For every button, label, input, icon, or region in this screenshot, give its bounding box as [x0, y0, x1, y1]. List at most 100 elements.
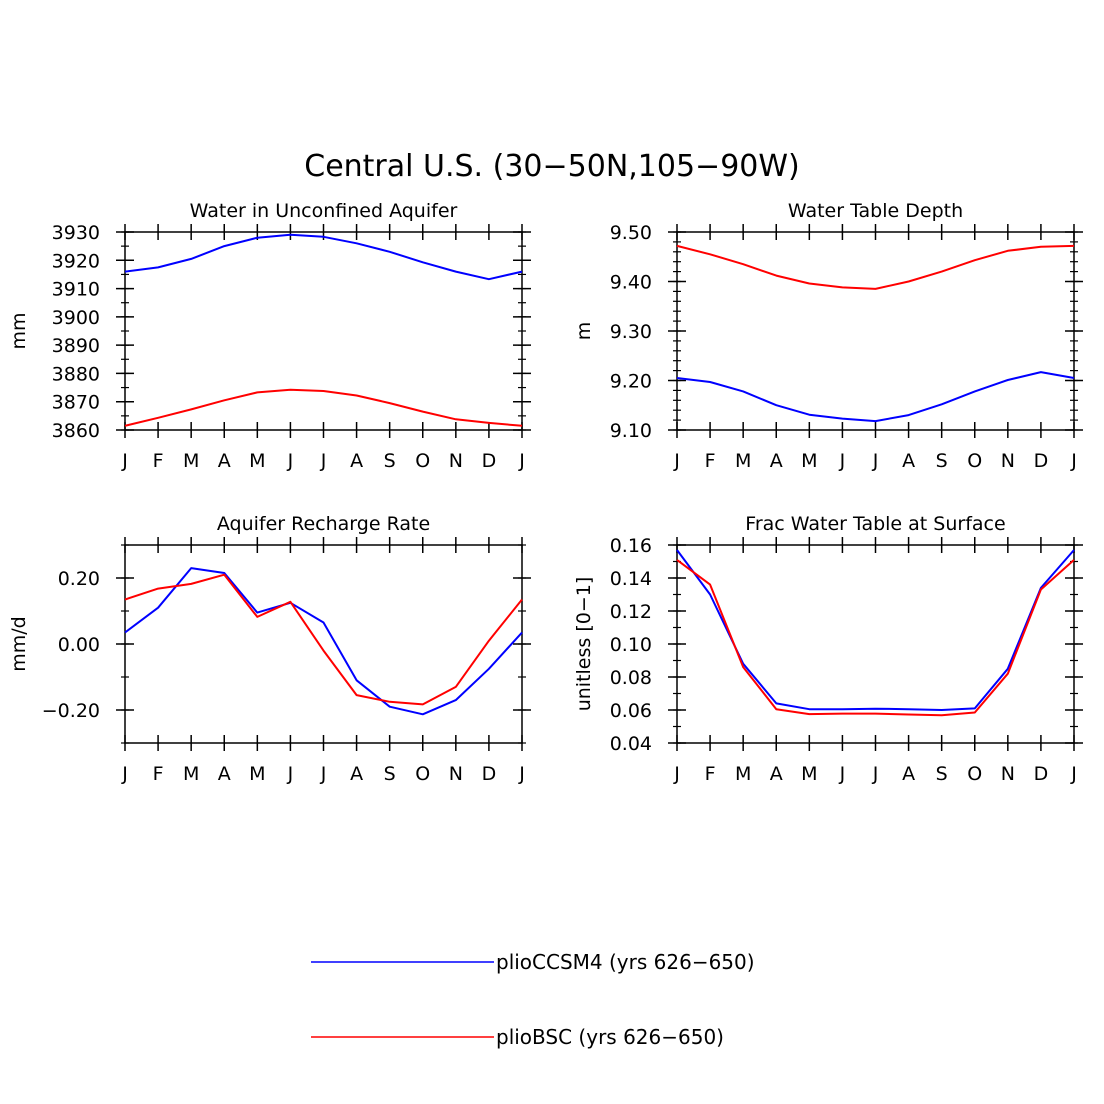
x-tick-label: N [1001, 763, 1015, 785]
x-tick-label: A [770, 450, 783, 472]
x-tick-label: S [936, 763, 948, 785]
x-tick-label: D [482, 763, 497, 785]
series-line-plioCCSM4 [676, 549, 1075, 711]
x-tick-label: F [705, 450, 716, 472]
y-tick-label: 3880 [52, 363, 100, 385]
panel-title: Frac Water Table at Surface [745, 513, 1005, 535]
y-axis-label: unitless [0−1] [573, 577, 595, 712]
x-tick-label: D [1034, 450, 1049, 472]
legend-label-plioBSC: plioBSC (yrs 626−650) [496, 1025, 724, 1049]
x-tick-label: M [183, 763, 199, 785]
y-tick-label: 0.14 [610, 568, 652, 590]
y-tick-label: 0.10 [610, 634, 652, 656]
y-tick-label: 0.12 [610, 601, 652, 623]
y-tick-label: 9.50 [610, 222, 652, 244]
x-tick-label: M [249, 450, 265, 472]
x-tick-label: D [1034, 763, 1049, 785]
y-tick-label: 9.10 [610, 420, 652, 442]
panel-title: Aquifer Recharge Rate [217, 513, 430, 535]
y-tick-label: 3910 [52, 279, 100, 301]
x-tick-label: J [673, 450, 680, 472]
y-tick-label: 3920 [52, 250, 100, 272]
x-tick-label: O [967, 450, 982, 472]
y-axis-label: mm/d [8, 616, 30, 671]
x-tick-label: J [121, 763, 128, 785]
legend: plioCCSM4 (yrs 626−650) plioBSC (yrs 626−… [311, 950, 755, 1049]
x-tick-label: A [218, 763, 231, 785]
series-line-plioCCSM4 [124, 567, 523, 716]
y-tick-label: 0.08 [610, 667, 652, 689]
series-line-plioBSC [124, 573, 523, 706]
series-line-plioCCSM4 [124, 233, 523, 281]
x-tick-label: N [1001, 450, 1015, 472]
x-tick-label: N [449, 450, 463, 472]
x-tick-label: S [936, 450, 948, 472]
panel-title: Water Table Depth [788, 200, 963, 222]
y-tick-label: 0.20 [58, 568, 100, 590]
y-tick-label: 0.04 [610, 733, 652, 755]
y-tick-label: 0.06 [610, 700, 652, 722]
x-tick-label: D [482, 450, 497, 472]
y-axis-label: m [573, 322, 595, 341]
y-tick-label: 0.16 [610, 535, 652, 557]
x-tick-label: M [249, 763, 265, 785]
y-axis-label: mm [8, 312, 30, 349]
x-tick-label: M [801, 763, 817, 785]
x-tick-label: A [218, 450, 231, 472]
x-tick-label: J [1070, 763, 1077, 785]
y-tick-label: 9.40 [610, 272, 652, 294]
panel-title: Water in Unconfined Aquifer [190, 200, 458, 222]
x-tick-label: J [518, 763, 525, 785]
y-tick-label: 3870 [52, 392, 100, 414]
x-tick-label: M [735, 450, 751, 472]
legend-label-plioCCSM4: plioCCSM4 (yrs 626−650) [496, 950, 755, 974]
series-line-plioCCSM4 [676, 371, 1075, 423]
x-tick-label: F [153, 763, 164, 785]
x-tick-label: M [183, 450, 199, 472]
y-tick-label: 3890 [52, 335, 100, 357]
x-tick-label: J [872, 450, 879, 472]
x-tick-label: F [705, 763, 716, 785]
y-tick-label: 0.00 [58, 634, 100, 656]
series-line-plioBSC [124, 388, 523, 427]
x-tick-label: J [287, 450, 294, 472]
x-tick-label: J [287, 763, 294, 785]
x-tick-label: J [121, 450, 128, 472]
x-tick-label: M [801, 450, 817, 472]
x-tick-label: J [872, 763, 879, 785]
series-line-plioBSC [676, 559, 1075, 717]
x-tick-label: A [350, 763, 363, 785]
x-tick-label: S [384, 450, 396, 472]
x-tick-label: J [1070, 450, 1077, 472]
x-tick-label: A [350, 450, 363, 472]
figure-title: Central U.S. (30−50N,105−90W) [304, 149, 799, 184]
x-tick-label: J [320, 450, 327, 472]
x-tick-label: J [839, 763, 846, 785]
y-tick-label: 9.20 [610, 371, 652, 393]
x-tick-label: M [735, 763, 751, 785]
x-tick-label: J [518, 450, 525, 472]
y-tick-label: 9.30 [610, 321, 652, 343]
x-tick-label: N [449, 763, 463, 785]
x-tick-label: O [415, 450, 430, 472]
x-tick-label: J [673, 763, 680, 785]
x-tick-label: J [839, 450, 846, 472]
y-tick-label: −0.20 [42, 700, 100, 722]
x-tick-label: F [153, 450, 164, 472]
y-tick-label: 3900 [52, 307, 100, 329]
x-tick-label: O [967, 763, 982, 785]
series-line-plioBSC [676, 244, 1075, 290]
x-tick-label: S [384, 763, 396, 785]
x-tick-label: J [320, 763, 327, 785]
x-tick-label: A [770, 763, 783, 785]
y-tick-label: 3930 [52, 222, 100, 244]
y-tick-label: 3860 [52, 420, 100, 442]
x-tick-label: O [415, 763, 430, 785]
plot-frame [124, 231, 523, 431]
x-tick-label: A [902, 450, 915, 472]
